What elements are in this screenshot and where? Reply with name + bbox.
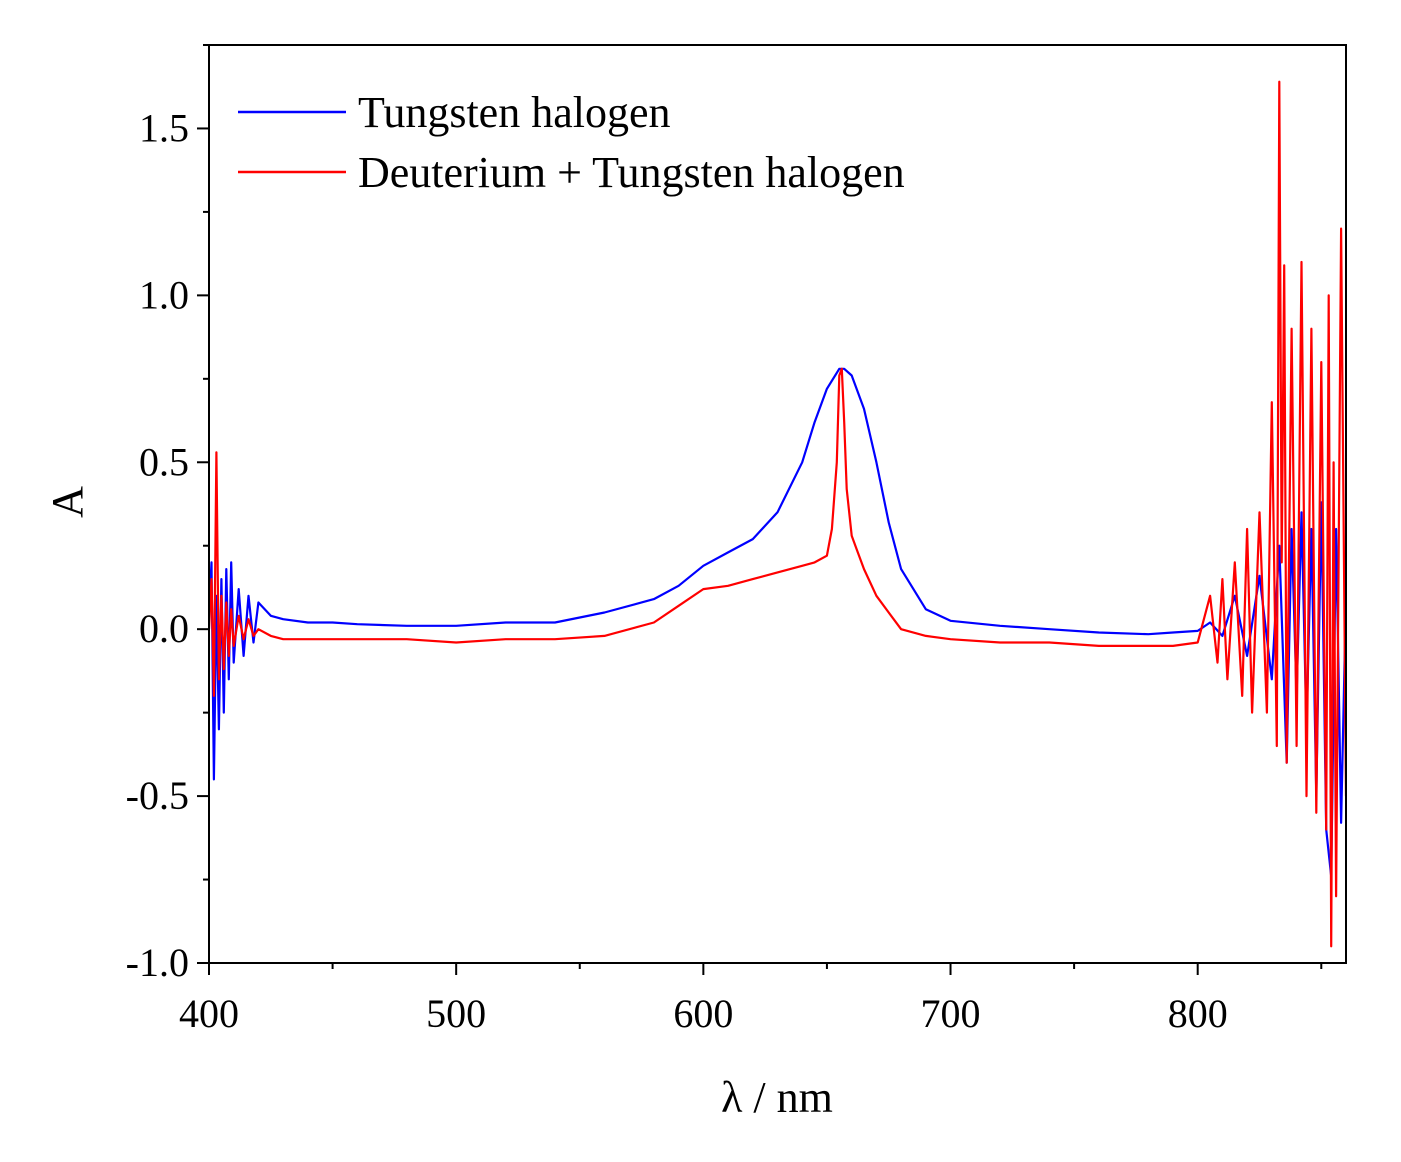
x-tick-label: 700	[921, 991, 981, 1036]
legend: Tungsten halogen Deuterium + Tungsten hal…	[238, 88, 905, 197]
legend-label-0: Tungsten halogen	[358, 88, 671, 137]
y-tick-label: 1.0	[139, 272, 189, 317]
x-tick-label: 600	[673, 991, 733, 1036]
y-axis-title: A	[43, 486, 92, 518]
plot-frame	[208, 44, 1347, 964]
x-tick-label: 400	[179, 991, 239, 1036]
y-tick-label: -1.0	[126, 940, 189, 985]
series-layer	[209, 80, 1346, 948]
x-axis-title: λ / nm	[721, 1073, 833, 1122]
legend-label-1: Deuterium + Tungsten halogen	[358, 148, 905, 197]
ticks-layer: 400 500 600 700 800 -1.0 -0.5 0.0 0.5 1.0 1.5	[126, 44, 1323, 1036]
y-tick-label: 0.5	[139, 439, 189, 484]
series-line-0	[209, 367, 1346, 878]
x-tick-label: 800	[1168, 991, 1228, 1036]
y-tick-label: -0.5	[126, 773, 189, 818]
y-tick-label: 0.0	[139, 606, 189, 651]
series-line-1	[209, 80, 1346, 948]
y-tick-label: 1.5	[139, 105, 189, 150]
x-tick-label: 500	[426, 991, 486, 1036]
